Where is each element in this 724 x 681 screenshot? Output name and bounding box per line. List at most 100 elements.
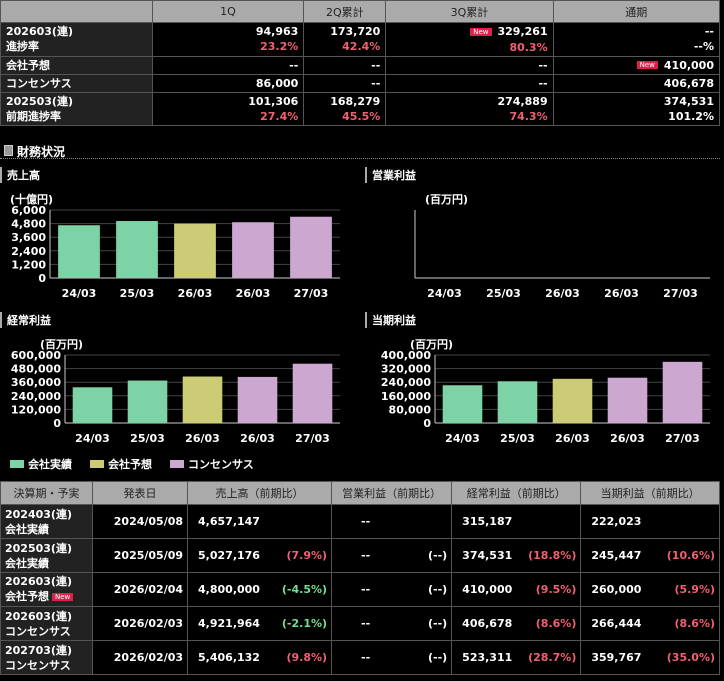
bar <box>497 381 538 423</box>
chart-title: 営業利益 <box>365 167 416 183</box>
bar <box>127 380 168 423</box>
value-cell: 315,187 <box>451 504 582 539</box>
legend-item: 会社予想 <box>90 456 152 472</box>
value: 315,187 <box>462 515 513 528</box>
y-tick-label: 480,000 <box>11 363 61 376</box>
value-cell: 168,279 45.5% <box>303 92 387 126</box>
yoy-change: (9.5%) <box>535 583 577 596</box>
bar <box>182 376 223 423</box>
value: -- <box>371 77 381 90</box>
y-tick-label: 120,000 <box>11 403 61 416</box>
value: 4,800,000 <box>198 583 260 596</box>
value: 5,027,176 <box>198 549 260 562</box>
unit-label: (百万円) <box>40 338 83 351</box>
table-row: 202603(連) 進捗率 94,963 23.2% 173,720 42.4% New 32… <box>0 22 721 57</box>
value-cell: 266,444 (8.6%) <box>580 606 720 641</box>
period: 202403(連) <box>5 507 72 521</box>
row-label: 202503(連) 前期進捗率 <box>0 92 153 126</box>
result-type: 会社実績 <box>5 556 49 570</box>
value-cell: -- <box>385 55 554 75</box>
period-cell: 202503(連) 会社実績 <box>0 538 94 573</box>
value-cell: 374,531 (18.8%) <box>451 538 582 573</box>
value-cell: New 329,261 80.3% <box>385 22 554 57</box>
table-row: コンセンサス 86,000 -- -- 406,678 <box>0 74 721 93</box>
value-cell: -- <box>385 74 554 93</box>
value: 274,889 <box>497 95 548 108</box>
x-tick-label: 27/03 <box>665 432 700 445</box>
value: -- <box>371 58 381 72</box>
table-row: 202603(連) コンセンサス 2026/02/03 4,921,964 (-2.1%… <box>0 606 720 641</box>
ordinary-profit-chart: 経常利益 (百万円) 600,000 480,000 360,000 240,000 120… <box>0 310 360 450</box>
value: -- <box>289 58 299 72</box>
new-badge: New <box>52 592 74 601</box>
legend-swatch <box>170 460 184 468</box>
row-sublabel: 前期進捗率 <box>6 110 61 123</box>
result-type: コンセンサス <box>5 658 71 672</box>
value: 168,279 <box>330 95 381 108</box>
value-cell: -- (--) <box>331 606 453 641</box>
x-tick-label: 24/03 <box>62 287 97 300</box>
x-tick-label: 24/03 <box>75 432 110 445</box>
x-tick-label: 24/03 <box>445 432 480 445</box>
y-tick-label: 160,000 <box>381 390 431 403</box>
value: -- <box>704 25 714 39</box>
y-tick-label: 240,000 <box>11 390 61 403</box>
bar <box>174 223 216 278</box>
y-tick-label: 240,000 <box>381 376 431 389</box>
x-tick-label: 27/03 <box>663 287 698 300</box>
yoy-change: (--) <box>427 651 448 664</box>
column-header: 発表日 <box>92 481 189 505</box>
value: 245,447 <box>591 549 642 562</box>
legend-item: コンセンサス <box>170 456 254 472</box>
value: 94,963 <box>255 25 299 39</box>
x-tick-label: 26/03 <box>178 287 213 300</box>
value-cell: 5,027,176 (7.9%) <box>187 538 333 573</box>
annual-results-table: 決算期・予実 発表日 売上高（前期比） 営業利益（前期比） 経常利益（前期比） 当期利益（… <box>0 481 720 675</box>
row-label-text: 202503(連) <box>6 95 73 108</box>
x-tick-label: 25/03 <box>500 432 535 445</box>
operating-profit-chart: 営業利益 (百万円) 24/03 25/03 26/03 26/03 27/03 <box>365 165 724 305</box>
section-title: 財務状況 <box>4 143 65 160</box>
value-cell: New 410,000 <box>552 55 721 75</box>
x-tick-label: 26/03 <box>185 432 220 445</box>
progress-rate: 45.5% <box>342 110 381 123</box>
new-badge: New <box>470 27 492 36</box>
row-label-text: 202603(連) <box>6 25 73 39</box>
y-tick-label: 0 <box>423 417 431 430</box>
yoy-change: (-2.1%) <box>281 617 328 630</box>
value: 260,000 <box>591 583 642 596</box>
bar <box>292 363 333 423</box>
sales-chart: 売上高 (十億円) 6,000 4,800 3,600 2,400 1,200 0 24/03 2… <box>0 165 360 305</box>
table-row: 202403(連) 会社実績 2024/05/08 4,657,147 -- 315,18… <box>0 504 720 539</box>
column-header <box>0 0 153 23</box>
table-row: 202503(連) 前期進捗率 101,306 27.4% 168,279 45.5% 27… <box>0 92 721 126</box>
value: 86,000 <box>255 77 299 90</box>
value: -- <box>361 617 371 630</box>
x-tick-label: 26/03 <box>604 287 639 300</box>
yoy-change: (18.8%) <box>528 549 577 562</box>
value: -- <box>361 651 371 664</box>
period-cell: 202603(連) 会社予想 New <box>0 572 94 607</box>
value: 410,000 <box>462 583 513 596</box>
yoy-change: (8.6%) <box>535 617 577 630</box>
y-tick-label: 600,000 <box>11 349 61 362</box>
unit-label: (百万円) <box>425 193 468 206</box>
column-header: 当期利益（前期比） <box>580 481 720 505</box>
result-type: コンセンサス <box>5 624 71 638</box>
y-tick-label: 3,600 <box>11 231 46 244</box>
value-cell: -- (--) <box>331 572 453 607</box>
value: 523,311 <box>462 651 513 664</box>
table-row: 会社予想 -- -- -- New 410,000 <box>0 55 721 75</box>
x-tick-label: 24/03 <box>427 287 462 300</box>
x-tick-label: 27/03 <box>294 287 329 300</box>
column-header: 3Q累計 <box>385 0 554 23</box>
value-cell: -- --% <box>552 22 721 57</box>
value: 410,000 <box>663 58 714 72</box>
progress-rate: 74.3% <box>509 110 548 123</box>
column-header: 決算期・予実 <box>0 481 94 505</box>
table-row: 202503(連) 会社実績 2025/05/09 5,027,176 (7.9%) --… <box>0 538 720 573</box>
announce-date: 2025/05/09 <box>92 538 189 573</box>
value: 374,531 <box>663 95 714 108</box>
bar <box>552 378 593 423</box>
value-cell: 260,000 (5.9%) <box>580 572 720 607</box>
